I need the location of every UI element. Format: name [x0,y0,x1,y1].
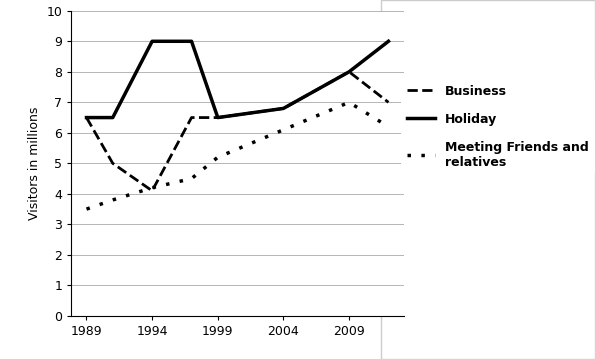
Y-axis label: Visitors in millions: Visitors in millions [28,107,41,220]
Legend: Business, Holiday, Meeting Friends and
relatives: Business, Holiday, Meeting Friends and r… [401,79,594,175]
